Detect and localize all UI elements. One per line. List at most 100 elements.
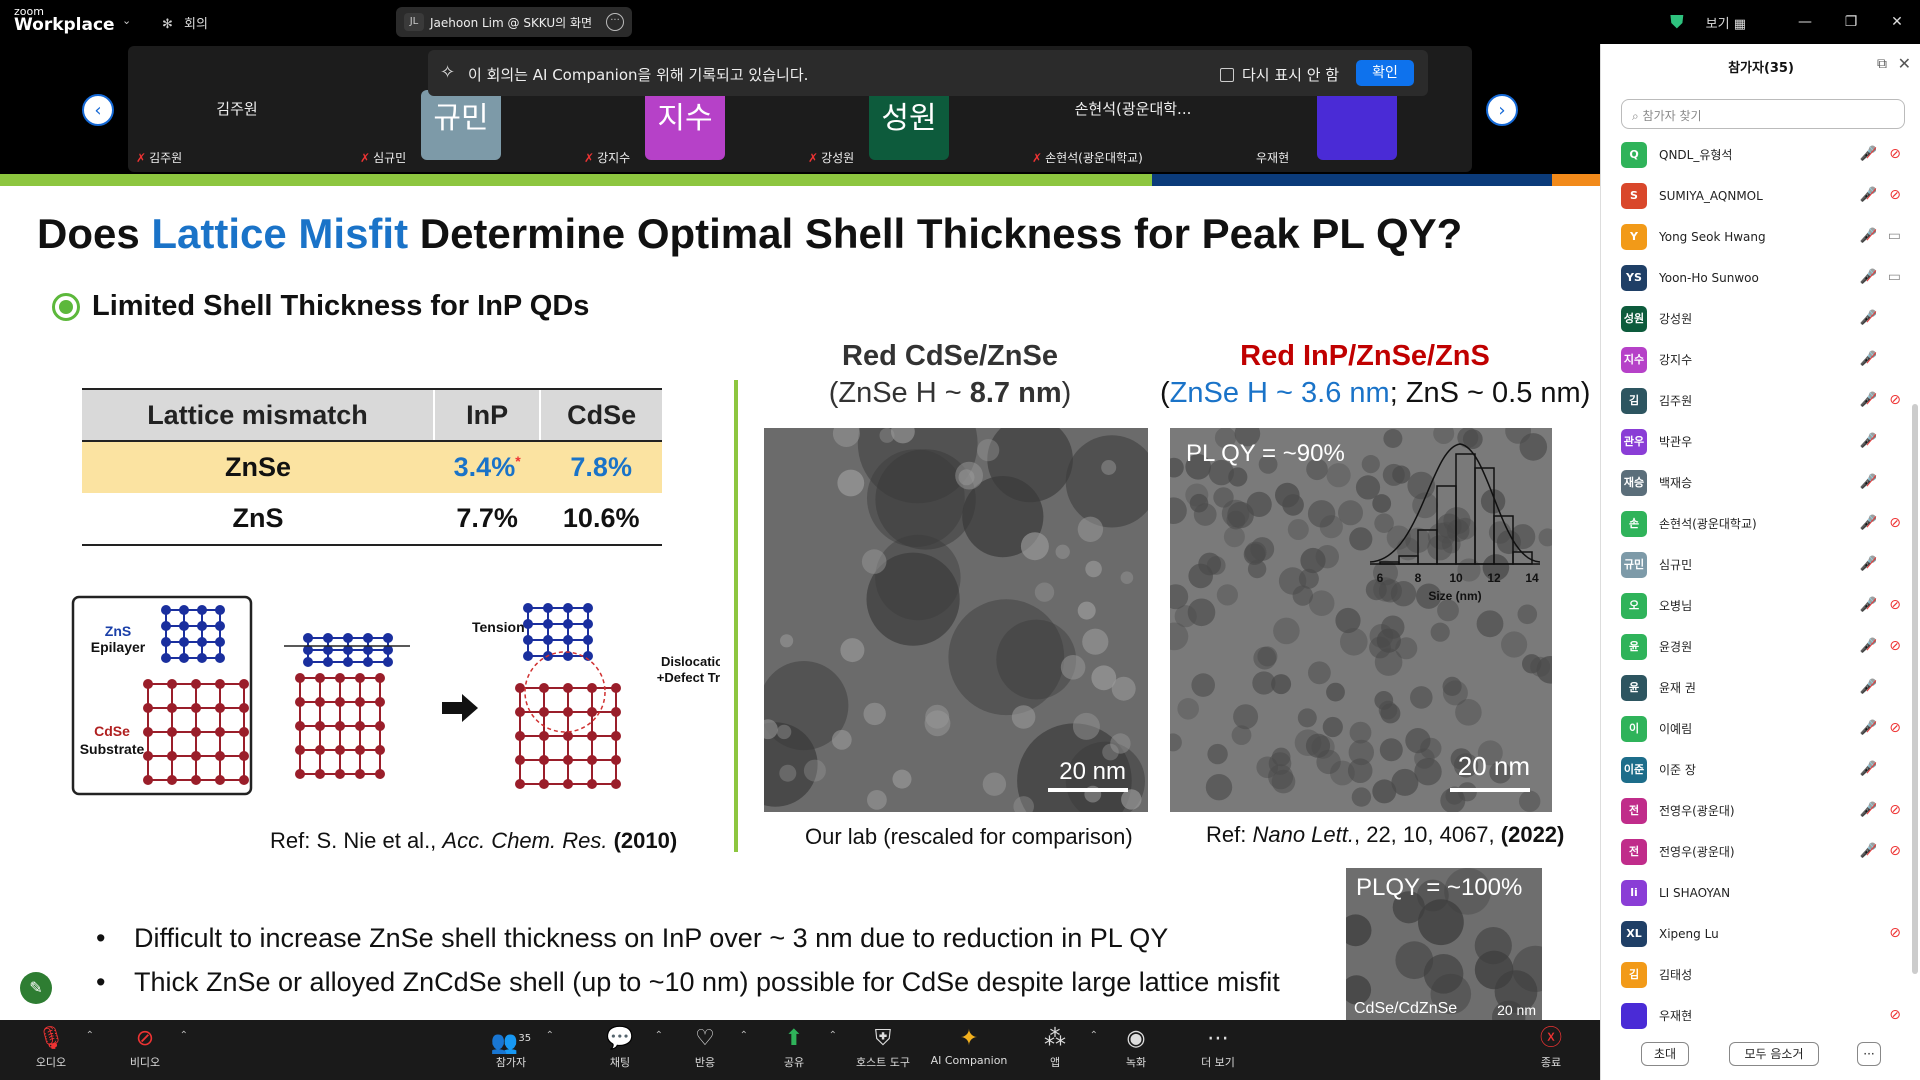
mic-muted-icon[interactable]: 🎤̸ xyxy=(1859,228,1877,244)
chevron-up-icon[interactable]: ⌃ xyxy=(545,1030,554,1041)
video-tile[interactable]: 손현석(광운대학... ✗ 손현석(광운대학교) xyxy=(1024,48,1242,172)
participant-row[interactable]: 성원 강성원 🎤̸ xyxy=(1601,298,1920,339)
chevron-up-icon[interactable]: ⌃ xyxy=(739,1030,748,1041)
close-icon[interactable]: ✕ xyxy=(1897,54,1911,73)
prev-page-button[interactable]: ‹ xyxy=(82,94,114,126)
mic-muted-icon[interactable]: 🎤̸ xyxy=(1859,351,1877,367)
video-tile[interactable]: 우재현 xyxy=(1248,48,1466,172)
chevron-up-icon[interactable]: ⌃ xyxy=(654,1030,663,1041)
participant-row[interactable]: 전 전영우(광운대) 🎤̸ ⊘ xyxy=(1601,831,1920,872)
chat-button[interactable]: 💬 채팅 ⌃ xyxy=(585,1024,663,1070)
chevron-up-icon[interactable]: ⌃ xyxy=(1089,1030,1098,1041)
participant-row[interactable]: 이준 이준 장 🎤̸ xyxy=(1601,749,1920,790)
participant-row[interactable]: 이 이예림 🎤̸ ⊘ xyxy=(1601,708,1920,749)
participant-row[interactable]: Y Yong Seok Hwang 🎤̸ ▭ xyxy=(1601,216,1920,257)
participant-row[interactable]: 재승 백재승 🎤̸ xyxy=(1601,462,1920,503)
participant-row[interactable]: 관우 박관우 🎤̸ xyxy=(1601,421,1920,462)
video-off-icon[interactable]: ⊘ xyxy=(1889,638,1901,654)
scrollbar[interactable] xyxy=(1912,404,1918,974)
mic-muted-icon[interactable]: 🎤̸ xyxy=(1859,597,1877,613)
participants-button[interactable]: 👥35 참가자 ⌃ xyxy=(476,1024,554,1070)
video-icon[interactable]: ▭ xyxy=(1887,269,1901,285)
participant-search-input[interactable]: ⌕ 참가자 찾기 xyxy=(1621,99,1905,129)
chevron-up-icon[interactable]: ⌃ xyxy=(179,1030,188,1041)
record-button[interactable]: ◉ 녹화 xyxy=(1101,1024,1171,1070)
video-tile[interactable]: 성원 ✗ 강성원 xyxy=(800,48,1018,172)
chevron-up-icon[interactable]: ⌃ xyxy=(85,1030,94,1041)
apps-button[interactable]: ⁂ 앱 ⌃ xyxy=(1020,1024,1098,1070)
participant-row[interactable]: 규민 심규민 🎤̸ xyxy=(1601,544,1920,585)
meetings-menu[interactable]: ✻ 회의 xyxy=(162,13,208,32)
confirm-button[interactable]: 확인 xyxy=(1356,60,1414,86)
mic-muted-icon[interactable]: 🎤̸ xyxy=(1859,679,1877,695)
mic-muted-icon[interactable]: 🎤̸ xyxy=(1859,515,1877,531)
invite-button[interactable]: 초대 xyxy=(1641,1042,1689,1066)
more-icon[interactable]: ··· xyxy=(606,13,624,31)
video-tile[interactable]: 규민 ✗ 심규민 xyxy=(352,48,570,172)
popout-icon[interactable]: ⧉ xyxy=(1877,56,1887,72)
participant-row[interactable]: 김 김태성 xyxy=(1601,954,1920,995)
video-off-icon[interactable]: ⊘ xyxy=(1889,146,1901,162)
minimize-button[interactable]: — xyxy=(1798,14,1812,30)
annotate-pen-button[interactable]: ✎ xyxy=(20,972,52,1004)
ai-companion-button[interactable]: ✦ AI Companion xyxy=(928,1024,1010,1067)
participant-row[interactable]: 손 손현석(광운대학교) 🎤̸ ⊘ xyxy=(1601,503,1920,544)
mic-muted-icon[interactable]: 🎤̸ xyxy=(1859,556,1877,572)
video-icon[interactable]: ▭ xyxy=(1887,228,1901,244)
mute-all-button[interactable]: 모두 음소거 xyxy=(1729,1042,1819,1066)
participant-row[interactable]: S SUMIYA_AQNMOL 🎤̸ ⊘ xyxy=(1601,175,1920,216)
dont-show-again-checkbox[interactable]: 다시 표시 안 함 xyxy=(1220,64,1339,85)
video-off-icon[interactable]: ⊘ xyxy=(1889,392,1901,408)
restore-button[interactable]: ❐ xyxy=(1844,14,1858,30)
video-off-icon[interactable]: ⊘ xyxy=(1889,925,1901,941)
video-off-icon[interactable]: ⊘ xyxy=(1889,597,1901,613)
close-window-button[interactable]: ✕ xyxy=(1891,14,1903,30)
share-button[interactable]: ⬆ 공유 ⌃ xyxy=(759,1024,837,1070)
video-off-icon[interactable]: ⊘ xyxy=(1889,187,1901,203)
video-off-icon[interactable]: ⊘ xyxy=(1889,843,1901,859)
more-button[interactable]: ⋯ 더 보기 xyxy=(1183,1024,1253,1070)
participant-row[interactable]: 김 김주원 🎤̸ ⊘ xyxy=(1601,380,1920,421)
checkbox-icon[interactable] xyxy=(1220,67,1234,82)
screen-share-indicator[interactable]: JL Jaehoon Lim @ SKKU의 화면 ··· xyxy=(396,7,632,37)
mic-muted-icon[interactable]: 🎤̸ xyxy=(1859,843,1877,859)
shield-icon[interactable]: ⛊ xyxy=(1670,11,1684,33)
view-button[interactable]: 보기 ▦ xyxy=(1705,16,1746,32)
participant-row[interactable]: li LI SHAOYAN xyxy=(1601,872,1920,913)
mic-muted-icon[interactable]: 🎤̸ xyxy=(1859,474,1877,490)
video-off-icon[interactable]: ⊘ xyxy=(1889,802,1901,818)
react-button[interactable]: ♡ 반응 ⌃ xyxy=(670,1024,748,1070)
zoom-logo[interactable]: zoom Workplace xyxy=(14,6,115,34)
video-off-icon[interactable]: ⊘ xyxy=(1889,515,1901,531)
mic-muted-icon[interactable]: 🎤̸ xyxy=(1859,638,1877,654)
video-tile[interactable]: 김주원 ✗ 김주원 xyxy=(128,48,346,172)
mic-muted-icon[interactable]: 🎤̸ xyxy=(1859,146,1877,162)
mic-muted-icon[interactable]: 🎤̸ xyxy=(1859,720,1877,736)
mic-muted-icon[interactable]: 🎤̸ xyxy=(1859,310,1877,326)
next-page-button[interactable]: › xyxy=(1486,94,1518,126)
mic-muted-icon[interactable]: 🎤̸ xyxy=(1859,269,1877,285)
participant-row[interactable]: 오 오병님 🎤̸ ⊘ xyxy=(1601,585,1920,626)
mic-muted-icon[interactable]: 🎤̸ xyxy=(1859,392,1877,408)
participant-row[interactable]: 우재현 ⊘ xyxy=(1601,995,1920,1030)
participant-row[interactable]: 윤 윤재 권 🎤̸ xyxy=(1601,667,1920,708)
participant-row[interactable]: XL Xipeng Lu ⊘ xyxy=(1601,913,1920,954)
mic-muted-icon[interactable]: 🎤̸ xyxy=(1859,761,1877,777)
mic-muted-icon[interactable]: 🎤̸ xyxy=(1859,433,1877,449)
end-meeting-button[interactable]: ⓧ 종료 xyxy=(1516,1024,1586,1070)
participant-row[interactable]: Q QNDL_유형석 🎤̸ ⊘ xyxy=(1601,134,1920,175)
chevron-down-icon[interactable]: ⌄ xyxy=(122,14,132,27)
video-off-icon[interactable]: ⊘ xyxy=(1889,720,1901,736)
mic-muted-icon[interactable]: 🎤̸ xyxy=(1859,802,1877,818)
audio-button[interactable]: 🎙 오디오 ⌃ xyxy=(16,1024,94,1070)
video-button[interactable]: ⊘ 비디오 ⌃ xyxy=(110,1024,188,1070)
mic-muted-icon[interactable]: 🎤̸ xyxy=(1859,187,1877,203)
chevron-up-icon[interactable]: ⌃ xyxy=(828,1030,837,1041)
video-tile[interactable]: 지수 ✗ 강지수 xyxy=(576,48,794,172)
participant-row[interactable]: 윤 윤경원 🎤̸ ⊘ xyxy=(1601,626,1920,667)
participant-row[interactable]: 전 전영우(광운대) 🎤̸ ⊘ xyxy=(1601,790,1920,831)
host-tools-button[interactable]: ⛨ 호스트 도구 xyxy=(848,1024,918,1070)
panel-more-button[interactable]: ··· xyxy=(1857,1042,1881,1066)
video-off-icon[interactable]: ⊘ xyxy=(1889,1007,1901,1023)
participant-row[interactable]: YS Yoon-Ho Sunwoo 🎤̸ ▭ xyxy=(1601,257,1920,298)
